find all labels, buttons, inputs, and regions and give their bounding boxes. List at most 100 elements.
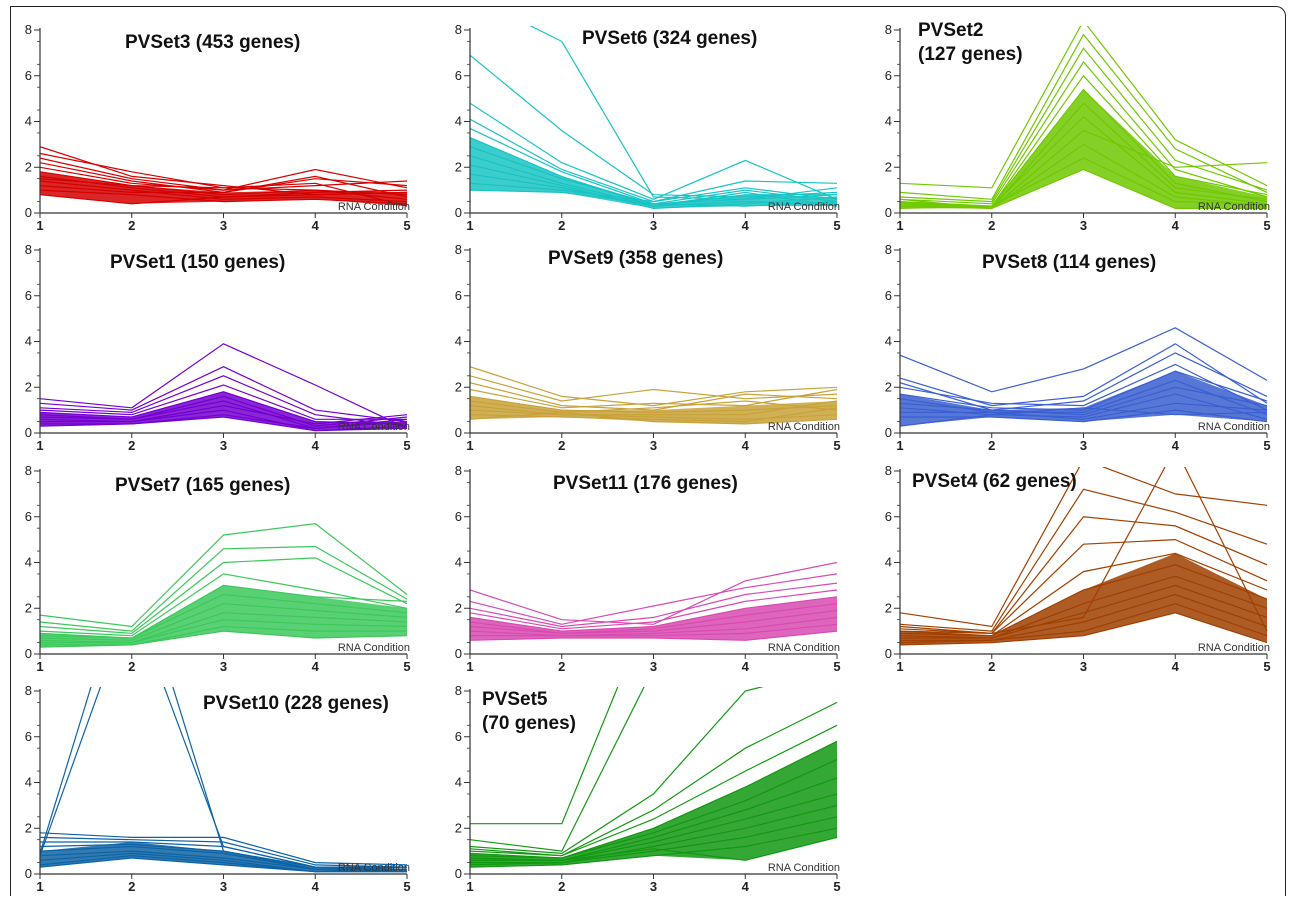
x-axis-label: RNA Condition <box>768 421 840 433</box>
x-axis-label: RNA Condition <box>768 862 840 874</box>
y-tick-label: 2 <box>455 600 462 615</box>
series-line <box>900 47 1268 203</box>
series-band <box>40 585 407 648</box>
x-tick-label: 4 <box>742 438 750 453</box>
series-line <box>900 363 1268 411</box>
x-tick-label: 2 <box>128 438 135 453</box>
series-line <box>40 366 408 423</box>
series-band <box>900 371 1267 427</box>
panel-3: 0 2 4 6 8 1 2 3 4 5 RNA Condition PVSet2 (127 genes) <box>885 20 1271 233</box>
x-tick-label: 1 <box>896 659 903 674</box>
x-tick-label: 2 <box>558 659 565 674</box>
series-group <box>900 26 1268 210</box>
x-tick-label: 1 <box>36 218 43 233</box>
x-tick-label: 4 <box>1172 438 1180 453</box>
y-tick-label: 8 <box>25 463 32 478</box>
x-tick-label: 1 <box>466 218 473 233</box>
x-tick-label: 2 <box>988 218 995 233</box>
x-tick-label: 3 <box>220 438 227 453</box>
x-tick-label: 2 <box>558 218 565 233</box>
y-tick-label: 2 <box>455 159 462 174</box>
y-tick-label: 2 <box>25 159 32 174</box>
series-line <box>40 375 408 427</box>
panel-1: 0 2 4 6 8 1 2 3 4 5 RNA Condition PVSet3 (453 genes… <box>25 22 411 233</box>
y-tick-label: 2 <box>885 379 892 394</box>
y-tick-label: 4 <box>455 334 462 349</box>
x-axis-label: RNA Condition <box>1198 642 1270 654</box>
x-tick-label: 3 <box>650 438 657 453</box>
series-line <box>470 724 838 857</box>
y-tick-label: 4 <box>25 114 32 129</box>
y-tick-label: 6 <box>25 68 32 83</box>
x-axis-label: RNA Condition <box>338 862 410 874</box>
series-band <box>40 391 407 431</box>
series-line <box>900 60 1268 205</box>
x-tick-label: 4 <box>312 879 320 894</box>
panel-8: 0 2 4 6 8 1 2 3 4 5 RNA Condition PVSet11 (176 gene… <box>455 463 841 674</box>
chart-title: PVSet8 (114 genes) <box>982 252 1156 273</box>
x-tick-label: 1 <box>466 879 473 894</box>
series-group <box>40 146 408 207</box>
series-line <box>900 33 1268 200</box>
series-line <box>40 687 408 870</box>
y-tick-label: 0 <box>455 866 462 881</box>
series-group <box>900 467 1268 646</box>
y-tick-label: 6 <box>885 509 892 524</box>
series-line <box>40 343 408 429</box>
figure-frame <box>10 6 1286 896</box>
x-tick-label: 1 <box>36 879 43 894</box>
series-group <box>900 327 1268 427</box>
series-line <box>40 384 407 420</box>
series-line <box>40 557 408 635</box>
x-tick-label: 2 <box>988 438 995 453</box>
x-tick-label: 5 <box>833 218 840 233</box>
y-tick-label: 4 <box>25 775 32 790</box>
y-tick-label: 6 <box>455 288 462 303</box>
series-line <box>900 488 1268 632</box>
x-tick-label: 2 <box>558 879 565 894</box>
x-tick-label: 5 <box>403 659 410 674</box>
y-tick-label: 4 <box>885 334 892 349</box>
y-tick-label: 4 <box>25 555 32 570</box>
y-tick-label: 6 <box>455 509 462 524</box>
y-tick-label: 0 <box>25 425 32 440</box>
x-tick-label: 1 <box>36 659 43 674</box>
series-group <box>470 26 838 210</box>
series-line <box>900 343 1268 407</box>
chart-title: PVSet3 (453 genes) <box>125 32 300 53</box>
series-group <box>470 561 838 641</box>
series-band <box>900 553 1267 645</box>
series-group <box>40 343 408 432</box>
series-group <box>40 522 408 648</box>
series-line <box>900 352 1268 411</box>
y-tick-label: 6 <box>885 288 892 303</box>
x-tick-label: 4 <box>1172 659 1180 674</box>
x-tick-label: 5 <box>1263 438 1270 453</box>
y-tick-label: 2 <box>885 600 892 615</box>
series-band <box>900 89 1267 209</box>
x-tick-label: 1 <box>466 659 473 674</box>
y-tick-label: 2 <box>885 159 892 174</box>
y-tick-label: 0 <box>885 205 892 220</box>
chart-title: PVSet9 (358 genes) <box>548 248 723 269</box>
y-tick-label: 2 <box>455 820 462 835</box>
series-group <box>470 366 838 425</box>
x-tick-label: 2 <box>988 659 995 674</box>
series-line <box>470 582 838 628</box>
panel-10: 0 2 4 6 8 1 2 3 4 5 RNA Condition PVSet10 (228 gene… <box>25 683 411 894</box>
x-tick-label: 5 <box>403 879 410 894</box>
series-line <box>900 516 1268 635</box>
y-tick-label: 2 <box>25 600 32 615</box>
x-tick-label: 3 <box>220 659 227 674</box>
x-tick-label: 4 <box>1172 218 1180 233</box>
x-tick-label: 5 <box>833 879 840 894</box>
y-tick-label: 4 <box>885 114 892 129</box>
x-tick-label: 3 <box>1080 438 1087 453</box>
series-line <box>40 832 408 866</box>
y-tick-label: 6 <box>25 509 32 524</box>
series-line <box>470 375 838 402</box>
series-band <box>470 396 837 424</box>
x-tick-label: 1 <box>466 438 473 453</box>
y-tick-label: 8 <box>885 242 892 257</box>
